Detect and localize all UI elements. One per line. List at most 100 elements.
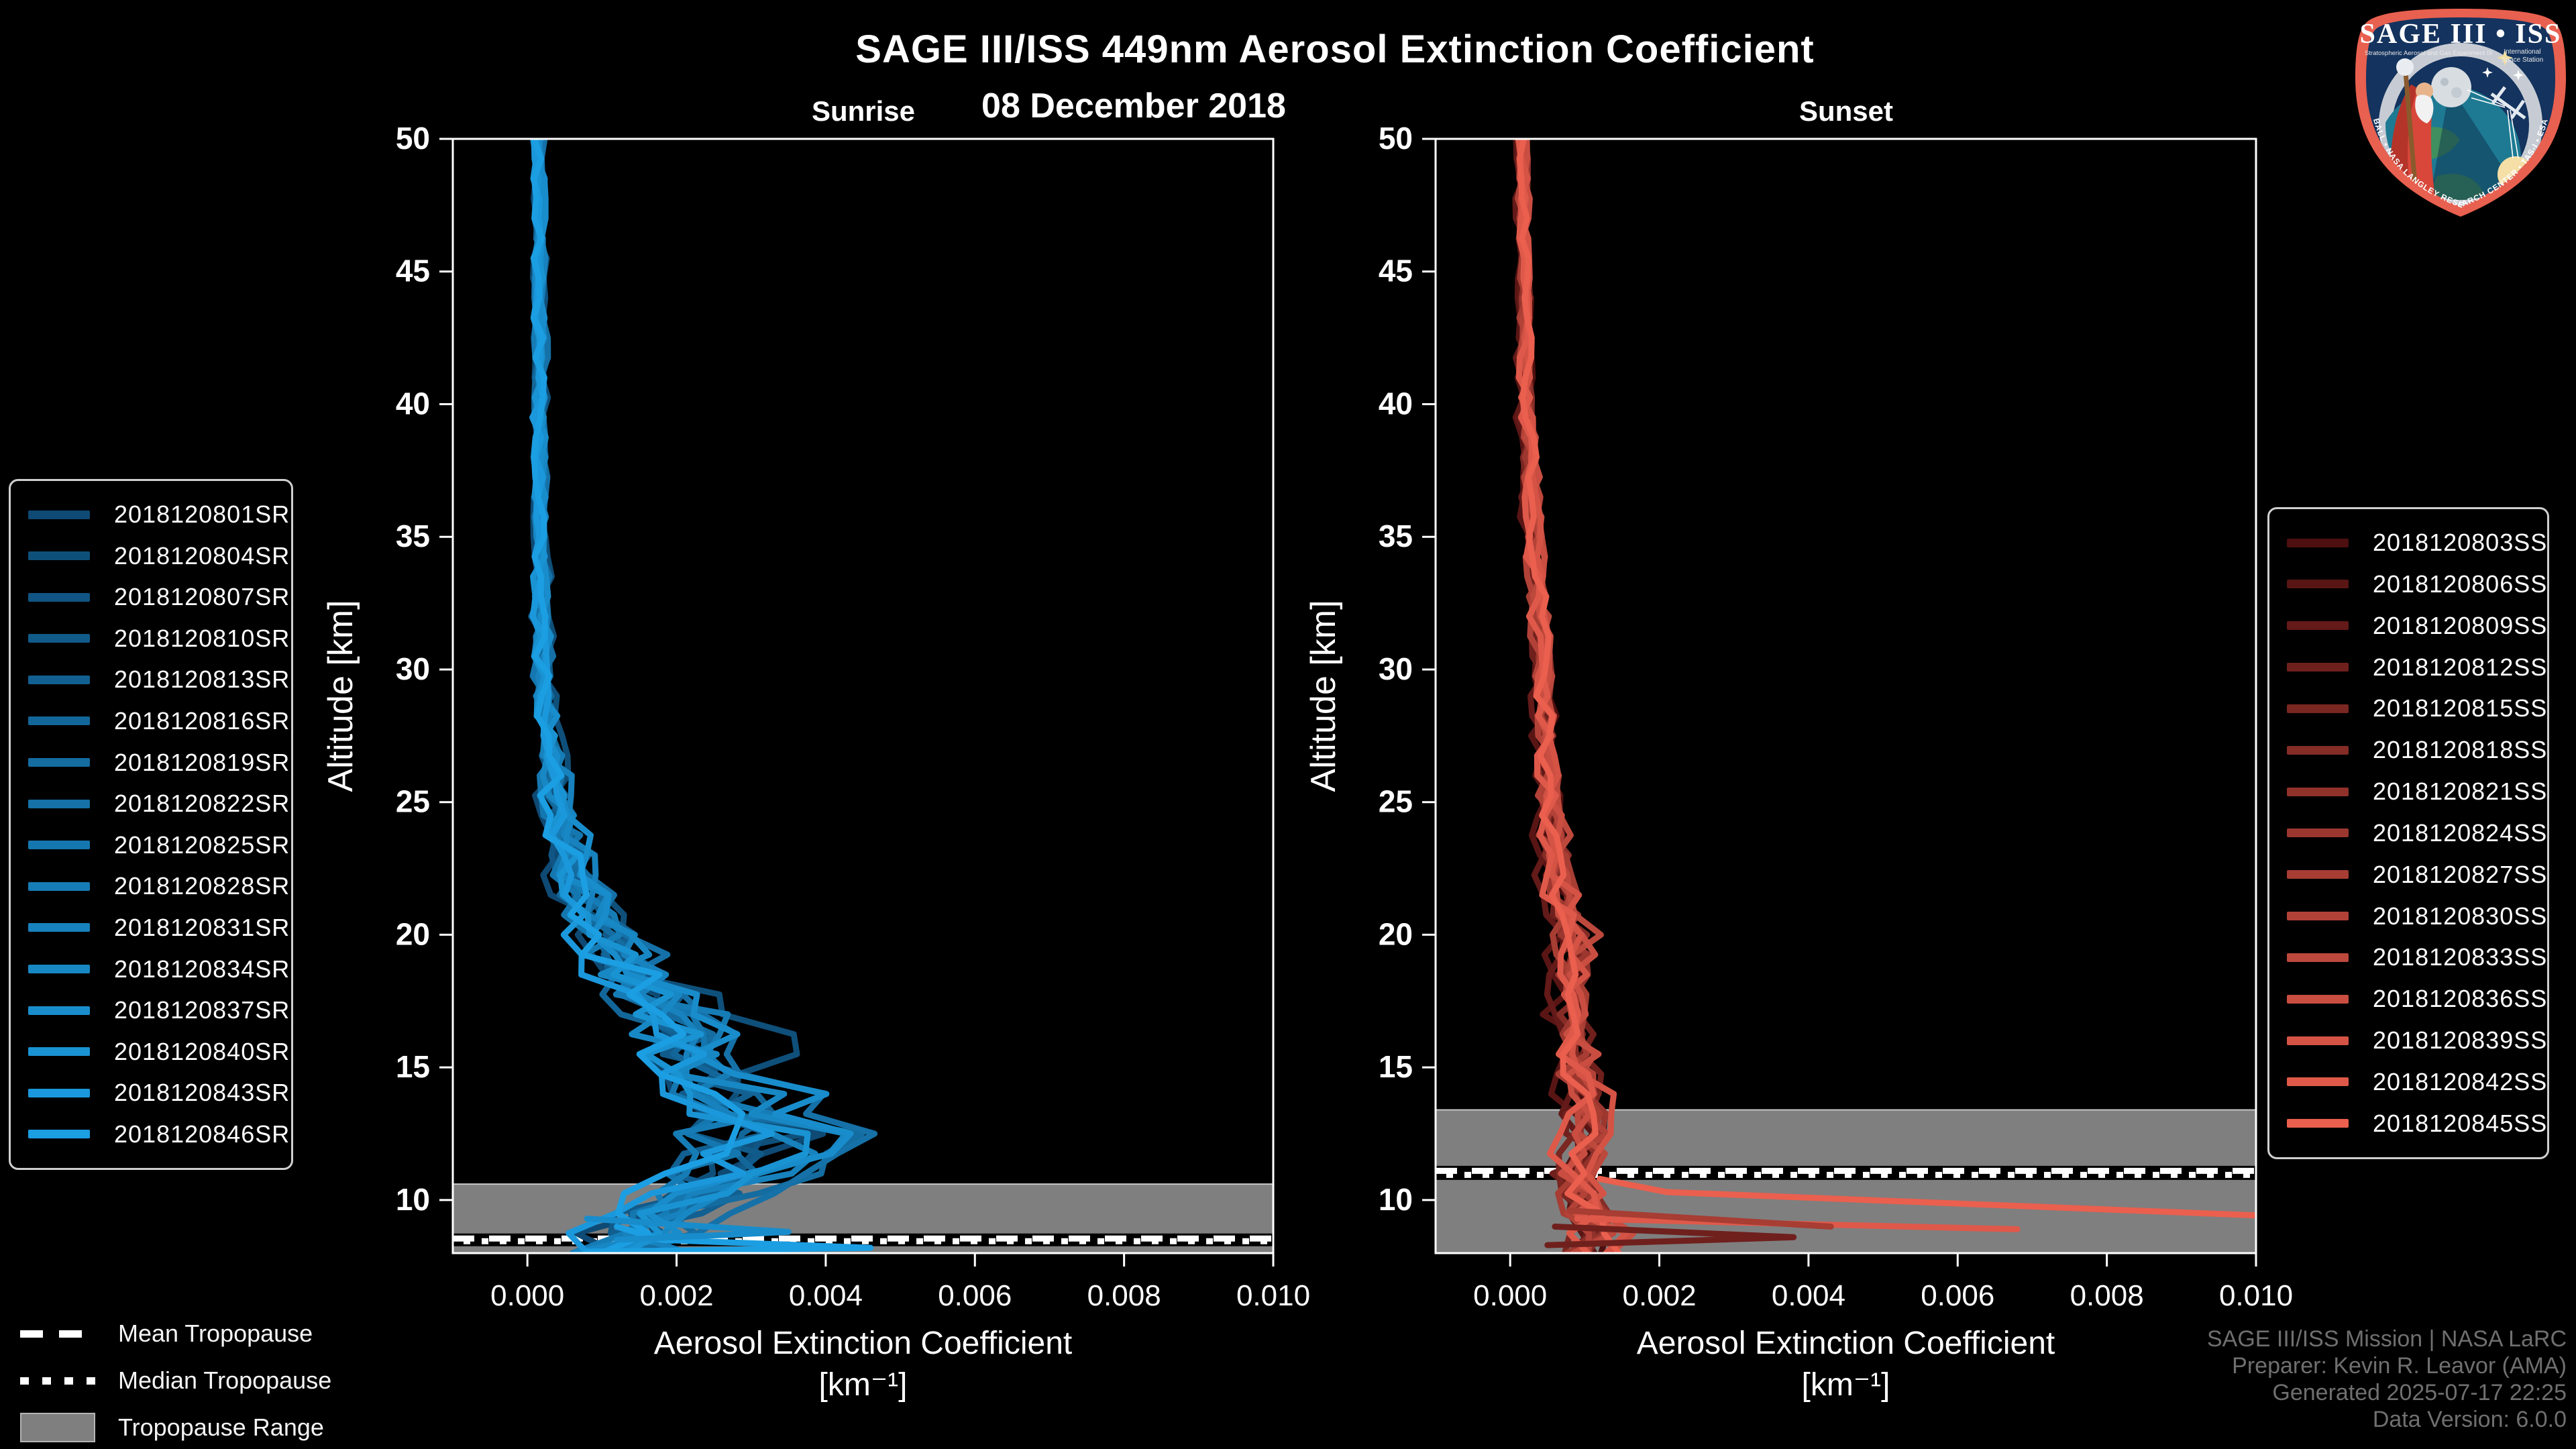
legend-line-swatch — [28, 965, 90, 974]
legend-line-swatch — [28, 551, 90, 561]
y-tick-label: 15 — [1379, 1049, 1413, 1084]
legend-series-label: 2018120827SS — [2373, 860, 2548, 888]
legend-series-label: 2018120824SS — [2373, 818, 2548, 847]
legend-line-swatch — [2287, 828, 2349, 838]
sunset-panel-title: Sunset — [1799, 95, 1894, 127]
legend-line-swatch — [28, 1088, 90, 1097]
y-tick-label: 40 — [1379, 386, 1413, 421]
legend-series-label: 2018120821SS — [2373, 777, 2548, 806]
mean-tropopause-dashed-line-swatch — [20, 1330, 95, 1338]
attribution-preparer: Preparer: Kevin R. Leavor (AMA) — [2232, 1353, 2567, 1379]
legend-line-swatch — [28, 510, 90, 519]
x-tick-label: 0.008 — [1087, 1279, 1161, 1312]
legend-series-label: 2018120839SS — [2373, 1026, 2548, 1055]
x-axis-title: Aerosol Extinction Coefficient — [654, 1326, 1072, 1361]
profile-outlier-2018120827SS — [1566, 1208, 1834, 1230]
x-tick-label: 0.000 — [1473, 1279, 1547, 1312]
profile-line-2018120846SR — [530, 139, 745, 1253]
legend-line-swatch — [2287, 1036, 2349, 1045]
legend-item: 2018120809SS — [2287, 606, 2546, 646]
legend-series-label: 2018120819SR — [114, 748, 290, 776]
legend-series-label: 2018120801SR — [114, 500, 290, 528]
legend-line-swatch — [28, 799, 90, 808]
legend-series-label: 2018120822SR — [114, 790, 290, 818]
legend-line-swatch — [2287, 745, 2349, 755]
legend-item: 2018120834SR — [28, 949, 289, 989]
page-title: SAGE III/ISS 449nm Aerosol Extinction Co… — [855, 28, 1815, 71]
legend-line-swatch — [2287, 1077, 2349, 1087]
legend-line-swatch — [2287, 580, 2349, 589]
x-tick-label: 0.006 — [1921, 1279, 1994, 1312]
legend-series-label: 2018120825SR — [114, 830, 290, 859]
legend-line-swatch — [28, 1047, 90, 1057]
legend-item: 2018120812SS — [2287, 647, 2546, 688]
iss-icon — [2490, 86, 2526, 120]
legend-line-swatch — [2287, 621, 2349, 631]
legend-item: 2018120837SR — [28, 990, 289, 1030]
legend-series-label: 2018120834SR — [114, 955, 290, 983]
axes-frame — [451, 138, 1275, 1254]
y-tick-label: 15 — [396, 1049, 430, 1084]
patch-subtitle-international: International — [2504, 48, 2540, 56]
y-tick-label: 10 — [396, 1182, 430, 1217]
legend-line-swatch — [28, 716, 90, 726]
legend-series-label: 2018120803SS — [2373, 529, 2548, 556]
median-tropopause-legend-item: Median Tropopause — [20, 1363, 331, 1398]
y-tick-label: 45 — [1379, 254, 1413, 288]
tropopause-range-legend-item: Tropopause Range — [20, 1410, 331, 1445]
attribution-mission: SAGE III/ISS Mission | NASA LaRC — [2206, 1326, 2567, 1352]
legend-series-label: 2018120818SS — [2373, 736, 2548, 764]
axes-frame — [1434, 138, 2257, 1254]
x-tick-label: 0.002 — [639, 1279, 713, 1312]
x-tick-label: 0.006 — [938, 1279, 1012, 1312]
legend-series-label: 2018120830SS — [2373, 902, 2548, 930]
x-axis-units: [km⁻¹] — [1802, 1367, 1890, 1403]
legend-item: 2018120804SR — [28, 536, 289, 576]
legend-item: 2018120816SR — [28, 701, 289, 741]
legend-item: 2018120821SS — [2287, 771, 2546, 812]
moon-crater — [2440, 78, 2449, 86]
legend-series-label: 2018120816SR — [114, 706, 290, 735]
profile-line-2018120845SS — [1516, 139, 1622, 1253]
legend-item: 2018120840SR — [28, 1032, 289, 1072]
page-subtitle: 08 December 2018 — [981, 87, 1286, 125]
patch-subtitle-space-station: Space Station — [2502, 56, 2543, 64]
legend-series-label: 2018120804SR — [114, 541, 290, 570]
tropopause-legend: Mean Tropopause Median Tropopause Tropop… — [20, 1316, 331, 1445]
legend-line-swatch — [28, 634, 90, 643]
legend-series-label: 2018120845SS — [2373, 1109, 2548, 1137]
tropopause-range-swatch — [20, 1413, 95, 1442]
attribution-data-version: Data Version: 6.0.0 — [2372, 1407, 2567, 1432]
x-axis-title: Aerosol Extinction Coefficient — [1637, 1326, 2055, 1361]
legend-series-label: 2018120843SR — [114, 1079, 290, 1107]
legend-series-label: 2018120836SS — [2373, 985, 2548, 1013]
y-tick-label: 45 — [396, 254, 430, 288]
y-axis-title: Altitude [km] — [321, 600, 360, 792]
legend-item: 2018120824SS — [2287, 813, 2546, 853]
legend-line-swatch — [2287, 953, 2349, 962]
patch-moon — [2431, 67, 2471, 107]
legend-series-label: 2018120810SR — [114, 624, 290, 652]
legend-item: 2018120801SR — [28, 494, 289, 535]
x-tick-label: 0.004 — [1772, 1279, 1845, 1312]
legend-item: 2018120831SR — [28, 908, 289, 948]
attribution-block: SAGE III/ISS Mission | NASA LaRC Prepare… — [2207, 1326, 2567, 1433]
legend-series-label: 2018120833SS — [2373, 943, 2548, 971]
median-tropopause-label: Median Tropopause — [118, 1366, 332, 1394]
profile-outlier-2018120837SR — [584, 1216, 792, 1243]
legend-item: 2018120806SS — [2287, 564, 2546, 604]
legend-item: 2018120825SR — [28, 825, 289, 865]
legend-line-swatch — [2287, 538, 2349, 547]
median-tropopause-dotted-line-swatch — [20, 1377, 95, 1385]
legend-line-swatch — [28, 841, 90, 850]
legend-line-swatch — [28, 923, 90, 932]
legend-line-swatch — [28, 758, 90, 767]
legend-item: 2018120818SS — [2287, 730, 2546, 770]
legend-item: 2018120846SR — [28, 1114, 289, 1155]
attribution-generated: Generated 2025-07-17 22:25 — [2272, 1380, 2567, 1405]
sunrise-panel-title: Sunrise — [811, 95, 916, 127]
legend-line-swatch — [2287, 1119, 2349, 1128]
legend-item: 2018120845SS — [2287, 1104, 2546, 1144]
legend-item: 2018120836SS — [2287, 979, 2546, 1019]
